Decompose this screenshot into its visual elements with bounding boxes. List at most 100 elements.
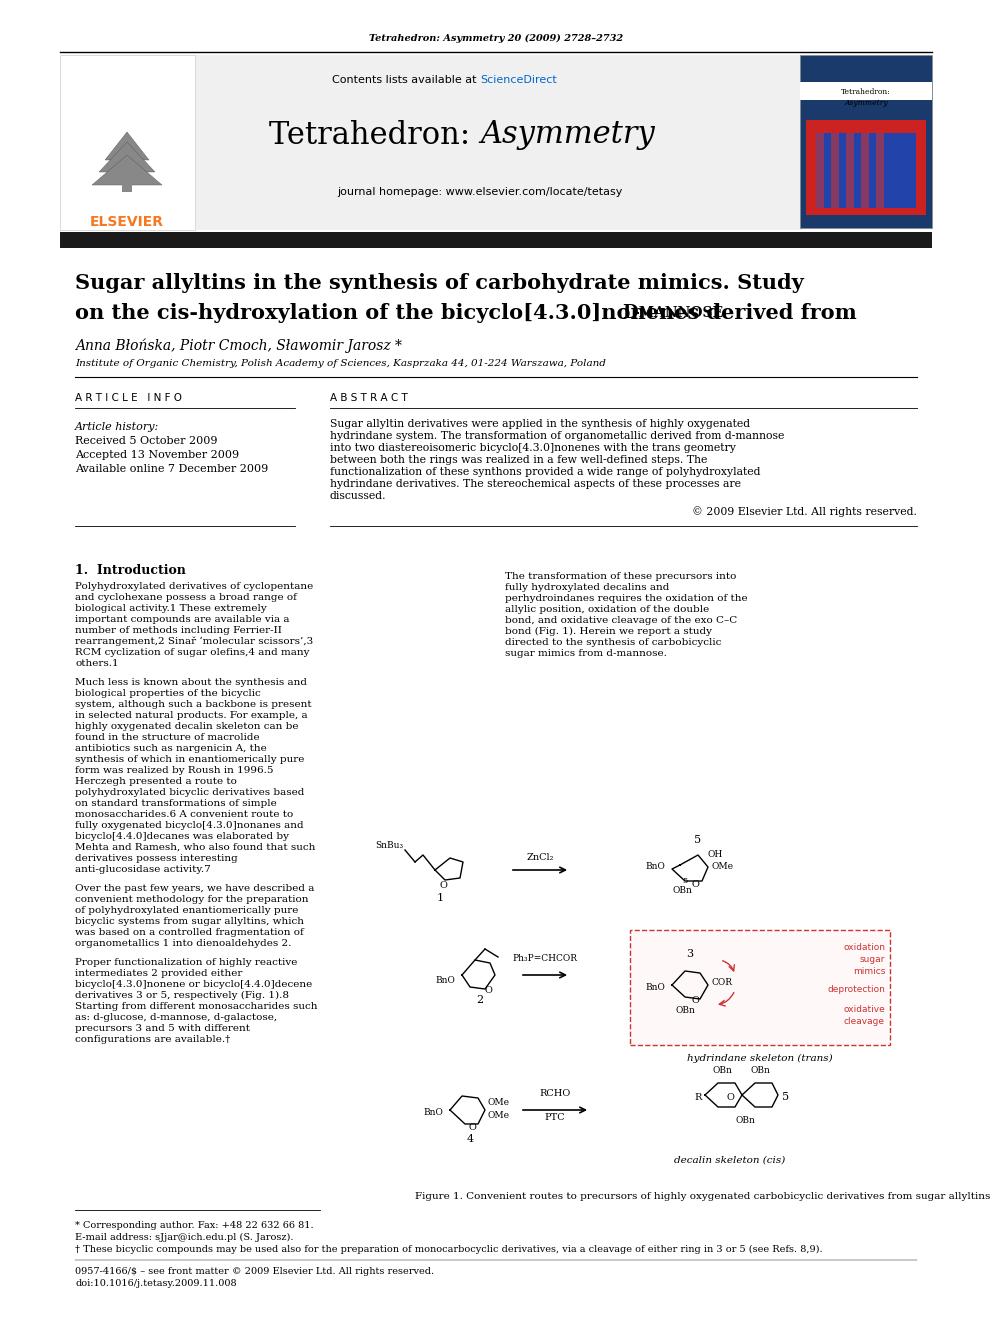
Text: oxidative: oxidative — [843, 1005, 885, 1015]
Bar — [831, 134, 839, 208]
Text: 3: 3 — [686, 949, 693, 959]
Text: OBn: OBn — [750, 1066, 770, 1076]
Text: rearrangement,2 Sinař ‘molecular scissors’,3: rearrangement,2 Sinař ‘molecular scissor… — [75, 636, 313, 647]
Text: The transformation of these precursors into: The transformation of these precursors i… — [505, 572, 736, 581]
Text: 2: 2 — [476, 995, 483, 1005]
Bar — [800, 56, 932, 228]
Text: perhydroindanes requires the oxidation of the: perhydroindanes requires the oxidation o… — [505, 594, 748, 603]
Text: Asymmetry: Asymmetry — [844, 99, 888, 107]
Bar — [816, 134, 916, 208]
Text: Over the past few years, we have described a: Over the past few years, we have describ… — [75, 884, 314, 893]
Text: Sugar allyltin derivatives were applied in the synthesis of highly oxygenated: Sugar allyltin derivatives were applied … — [330, 419, 750, 429]
Text: derivatives 3 or 5, respectively (Fig. 1).8: derivatives 3 or 5, respectively (Fig. 1… — [75, 991, 289, 1000]
Text: Mehta and Ramesh, who also found that such: Mehta and Ramesh, who also found that su… — [75, 843, 315, 852]
Text: as: d-glucose, d-mannose, d-galactose,: as: d-glucose, d-mannose, d-galactose, — [75, 1013, 277, 1021]
Text: Starting from different monosaccharides such: Starting from different monosaccharides … — [75, 1002, 317, 1011]
Text: derivatives possess interesting: derivatives possess interesting — [75, 855, 238, 863]
Text: OMe: OMe — [712, 863, 734, 871]
Text: synthesis of which in enantiomerically pure: synthesis of which in enantiomerically p… — [75, 755, 305, 763]
Bar — [846, 134, 854, 208]
Text: bicyclo[4.3.0]nonene or bicyclo[4.4.0]decene: bicyclo[4.3.0]nonene or bicyclo[4.4.0]de… — [75, 980, 312, 990]
Text: bicyclic systems from sugar allyltins, which: bicyclic systems from sugar allyltins, w… — [75, 917, 304, 926]
Text: Herczegh presented a route to: Herczegh presented a route to — [75, 777, 237, 786]
Text: between both the rings was realized in a few well-defined steps. The: between both the rings was realized in a… — [330, 455, 707, 464]
Text: hydrindane system. The transformation of organometallic derived from d-mannose: hydrindane system. The transformation of… — [330, 431, 785, 441]
Text: organometallics 1 into dienoaldehydes 2.: organometallics 1 into dienoaldehydes 2. — [75, 939, 292, 949]
Text: fully hydroxylated decalins and: fully hydroxylated decalins and — [505, 583, 670, 591]
Text: © 2009 Elsevier Ltd. All rights reserved.: © 2009 Elsevier Ltd. All rights reserved… — [692, 507, 917, 517]
Text: Received 5 October 2009: Received 5 October 2009 — [75, 437, 217, 446]
Text: into two diastereoisomeric bicyclo[4.3.0]nonenes with the trans geometry: into two diastereoisomeric bicyclo[4.3.0… — [330, 443, 736, 452]
Text: Institute of Organic Chemistry, Polish Academy of Sciences, Kasprzaka 44, 01-224: Institute of Organic Chemistry, Polish A… — [75, 360, 606, 369]
Text: allylic position, oxidation of the double: allylic position, oxidation of the doubl… — [505, 605, 709, 614]
Text: polyhydroxylated bicyclic derivatives based: polyhydroxylated bicyclic derivatives ba… — [75, 789, 305, 796]
Bar — [816, 134, 824, 208]
Text: Available online 7 December 2009: Available online 7 December 2009 — [75, 464, 268, 474]
Text: OBn: OBn — [676, 1005, 695, 1015]
Text: 1.  Introduction: 1. Introduction — [75, 564, 186, 577]
Text: highly oxygenated decalin skeleton can be: highly oxygenated decalin skeleton can b… — [75, 722, 299, 732]
Text: important compounds are available via a: important compounds are available via a — [75, 615, 290, 624]
Text: SnBu₃: SnBu₃ — [375, 840, 403, 849]
Text: sugar: sugar — [860, 955, 885, 964]
Text: deprotection: deprotection — [827, 986, 885, 995]
Text: cleavage: cleavage — [844, 1017, 885, 1027]
Text: D: D — [622, 304, 638, 321]
Text: Contents lists available at: Contents lists available at — [332, 75, 480, 85]
Polygon shape — [99, 142, 155, 172]
Text: was based on a controlled fragmentation of: was based on a controlled fragmentation … — [75, 927, 304, 937]
Bar — [60, 56, 195, 230]
Text: Figure 1. Convenient routes to precursors of highly oxygenated carbobicyclic der: Figure 1. Convenient routes to precursor… — [415, 1192, 992, 1201]
Text: hydrindane derivatives. The stereochemical aspects of these processes are: hydrindane derivatives. The stereochemic… — [330, 479, 741, 490]
Text: OBn: OBn — [672, 886, 692, 894]
Text: A R T I C L E   I N F O: A R T I C L E I N F O — [75, 393, 182, 404]
Text: biological activity.1 These extremely: biological activity.1 These extremely — [75, 605, 267, 613]
Text: decalin skeleton (cis): decalin skeleton (cis) — [675, 1155, 786, 1164]
Text: convenient methodology for the preparation: convenient methodology for the preparati… — [75, 894, 309, 904]
Text: system, although such a backbone is present: system, although such a backbone is pres… — [75, 700, 311, 709]
Text: others.1: others.1 — [75, 659, 119, 668]
Text: fully oxygenated bicyclo[4.3.0]nonanes and: fully oxygenated bicyclo[4.3.0]nonanes a… — [75, 822, 304, 830]
Text: of polyhydroxylated enantiomerically pure: of polyhydroxylated enantiomerically pur… — [75, 906, 299, 916]
Bar — [806, 120, 926, 216]
Text: monosaccharides.6 A convenient route to: monosaccharides.6 A convenient route to — [75, 810, 294, 819]
Text: anti-glucosidase activity.7: anti-glucosidase activity.7 — [75, 865, 210, 875]
Text: biological properties of the bicyclic: biological properties of the bicyclic — [75, 689, 261, 699]
Text: Sugar allyltins in the synthesis of carbohydrate mimics. Study: Sugar allyltins in the synthesis of carb… — [75, 273, 804, 292]
Text: ScienceDirect: ScienceDirect — [480, 75, 557, 85]
Text: number of methods including Ferrier-II: number of methods including Ferrier-II — [75, 626, 282, 635]
Text: Accepted 13 November 2009: Accepted 13 November 2009 — [75, 450, 239, 460]
Text: O: O — [439, 881, 447, 890]
Text: discussed.: discussed. — [330, 491, 387, 501]
Polygon shape — [105, 132, 149, 160]
Text: O: O — [468, 1123, 476, 1132]
Text: OBn: OBn — [735, 1117, 755, 1125]
Text: RCM cyclization of sugar olefins,4 and many: RCM cyclization of sugar olefins,4 and m… — [75, 648, 310, 658]
Text: A B S T R A C T: A B S T R A C T — [330, 393, 408, 404]
Text: antibiotics such as nargenicin A, the: antibiotics such as nargenicin A, the — [75, 744, 267, 753]
Text: mimics: mimics — [853, 967, 885, 976]
Text: Much less is known about the synthesis and: Much less is known about the synthesis a… — [75, 677, 307, 687]
Text: bond, and oxidative cleavage of the exo C–C: bond, and oxidative cleavage of the exo … — [505, 617, 737, 624]
Text: BnO: BnO — [645, 983, 665, 992]
Bar — [60, 232, 932, 247]
Text: and cyclohexane possess a broad range of: and cyclohexane possess a broad range of — [75, 593, 297, 602]
Text: directed to the synthesis of carbobicyclic: directed to the synthesis of carbobicycl… — [505, 638, 721, 647]
Text: Asymmetry: Asymmetry — [480, 119, 655, 151]
Text: BnO: BnO — [435, 976, 455, 986]
Text: O: O — [484, 986, 492, 995]
Text: 5: 5 — [782, 1091, 789, 1102]
Text: Tetrahedron: Asymmetry 20 (2009) 2728–2732: Tetrahedron: Asymmetry 20 (2009) 2728–27… — [369, 33, 623, 42]
Text: journal homepage: www.elsevier.com/locate/tetasy: journal homepage: www.elsevier.com/locat… — [337, 187, 623, 197]
Text: Tetrahedron:: Tetrahedron: — [269, 119, 480, 151]
Text: Proper functionalization of highly reactive: Proper functionalization of highly react… — [75, 958, 298, 967]
Bar — [190, 56, 802, 230]
Text: PTC: PTC — [545, 1113, 565, 1122]
Bar — [630, 930, 890, 1045]
Text: intermediates 2 provided either: intermediates 2 provided either — [75, 968, 242, 978]
Text: O: O — [691, 996, 699, 1005]
Text: configurations are available.†: configurations are available.† — [75, 1035, 230, 1044]
Text: on the cis-hydroxylation of the bicyclo[4.3.0]nonenes derived from: on the cis-hydroxylation of the bicyclo[… — [75, 303, 864, 323]
Text: O: O — [691, 880, 699, 889]
Text: 0957-4166/$ – see front matter © 2009 Elsevier Ltd. All rights reserved.: 0957-4166/$ – see front matter © 2009 El… — [75, 1267, 434, 1275]
